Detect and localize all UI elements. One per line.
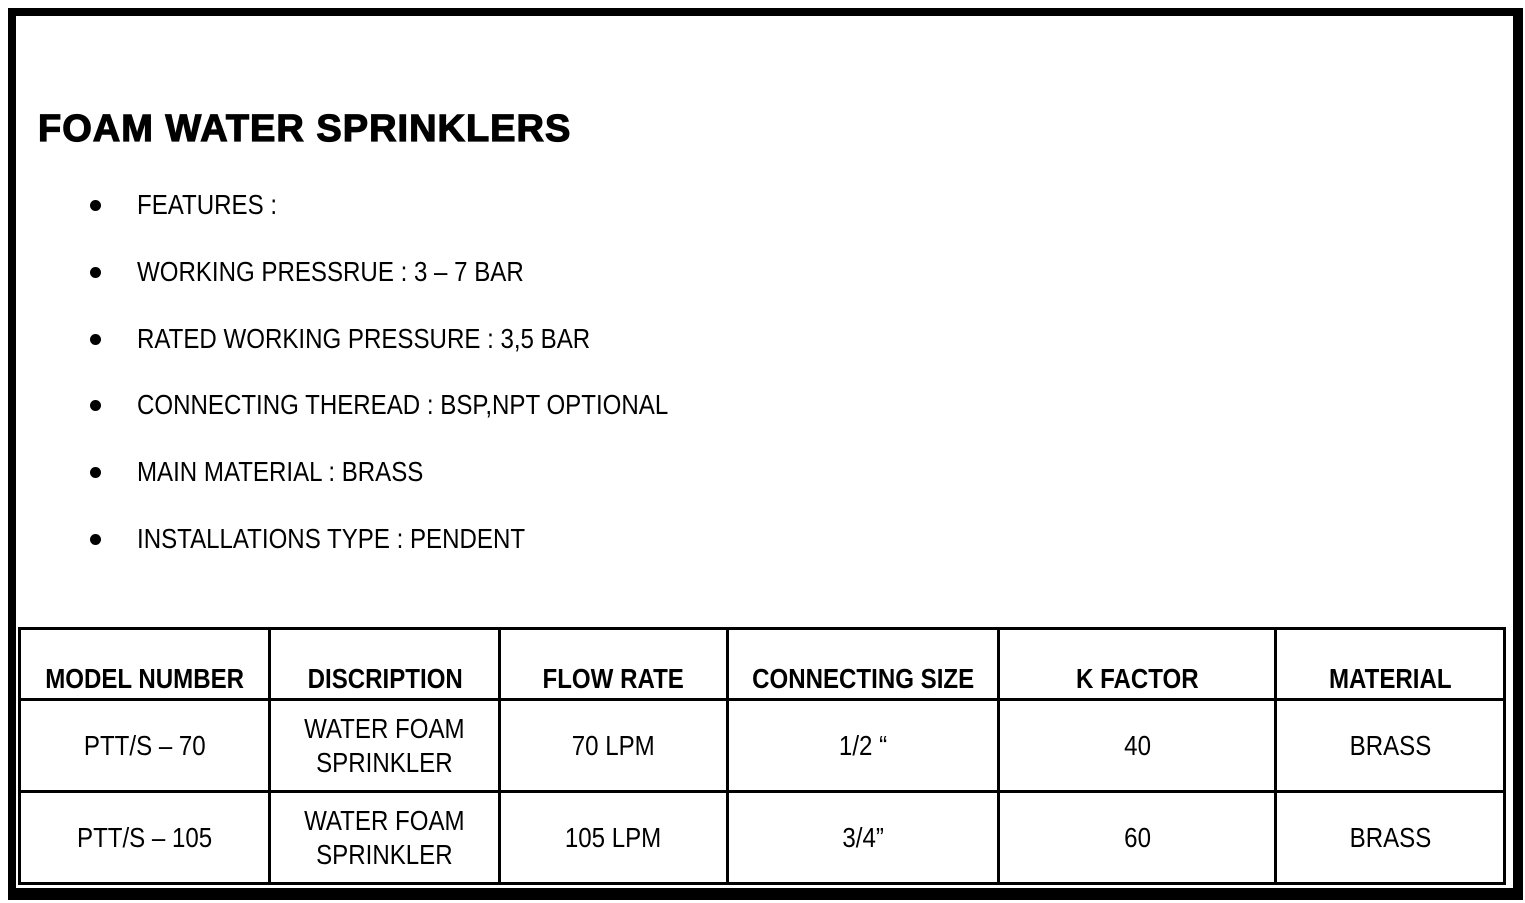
feature-text: MAIN MATERIAL : BRASS xyxy=(137,456,424,487)
bullet-icon xyxy=(90,199,101,211)
feature-text: INSTALLATIONS TYPE : PENDENT xyxy=(137,523,526,554)
bullet-icon xyxy=(90,399,101,411)
cell-material: BRASS xyxy=(1274,698,1506,793)
list-item: FEATURES : xyxy=(90,189,300,220)
cell-description: WATER FOAM SPRINKLER xyxy=(268,698,502,793)
header-description: DISCRIPTION xyxy=(268,627,502,701)
list-item: RATED WORKING PRESSURE : 3,5 BAR xyxy=(90,323,664,354)
bullet-icon xyxy=(90,266,101,278)
cell-model: PTT/S – 105 xyxy=(17,790,272,885)
bullet-icon xyxy=(90,466,101,478)
cell-flow-rate: 105 LPM xyxy=(498,790,729,885)
table-row: PTT/S – 105 WATER FOAM SPRINKLER 105 LPM … xyxy=(17,790,1506,885)
list-item: INSTALLATIONS TYPE : PENDENT xyxy=(90,523,588,554)
header-flow-rate: FLOW RATE xyxy=(498,627,729,701)
cell-description: WATER FOAM SPRINKLER xyxy=(268,790,502,885)
feature-text: CONNECTING THEREAD : BSP,NPT OPTIONAL xyxy=(137,389,669,420)
bullet-icon xyxy=(90,333,101,345)
cell-connecting-size: 1/2 “ xyxy=(725,698,1001,793)
header-connecting-size: CONNECTING SIZE xyxy=(725,627,1001,701)
feature-text: RATED WORKING PRESSURE : 3,5 BAR xyxy=(137,323,591,354)
list-item: MAIN MATERIAL : BRASS xyxy=(90,456,470,487)
cell-k-factor: 40 xyxy=(997,698,1278,793)
header-model-number: MODEL NUMBER xyxy=(17,627,272,701)
header-material: MATERIAL xyxy=(1274,627,1506,701)
table-row: PTT/S – 70 WATER FOAM SPRINKLER 70 LPM 1/… xyxy=(17,698,1506,793)
header-k-factor: K FACTOR xyxy=(997,627,1278,701)
list-item: CONNECTING THEREAD : BSP,NPT OPTIONAL xyxy=(90,389,755,420)
list-item: WORKING PRESSRUE : 3 – 7 BAR xyxy=(90,256,587,287)
page-title: FOAM WATER SPRINKLERS xyxy=(37,107,572,150)
cell-model: PTT/S – 70 xyxy=(17,698,272,793)
cell-flow-rate: 70 LPM xyxy=(498,698,729,793)
table-header-row: MODEL NUMBER DISCRIPTION FLOW RATE CONNE… xyxy=(17,627,1506,701)
cell-connecting-size: 3/4” xyxy=(725,790,1001,885)
cell-material: BRASS xyxy=(1274,790,1506,885)
feature-text: WORKING PRESSRUE : 3 – 7 BAR xyxy=(137,256,524,287)
feature-text: FEATURES : xyxy=(137,189,278,220)
spec-table: MODEL NUMBER DISCRIPTION FLOW RATE CONNE… xyxy=(17,627,1506,885)
cell-k-factor: 60 xyxy=(997,790,1278,885)
page-border xyxy=(8,8,1523,900)
bullet-icon xyxy=(90,533,101,545)
